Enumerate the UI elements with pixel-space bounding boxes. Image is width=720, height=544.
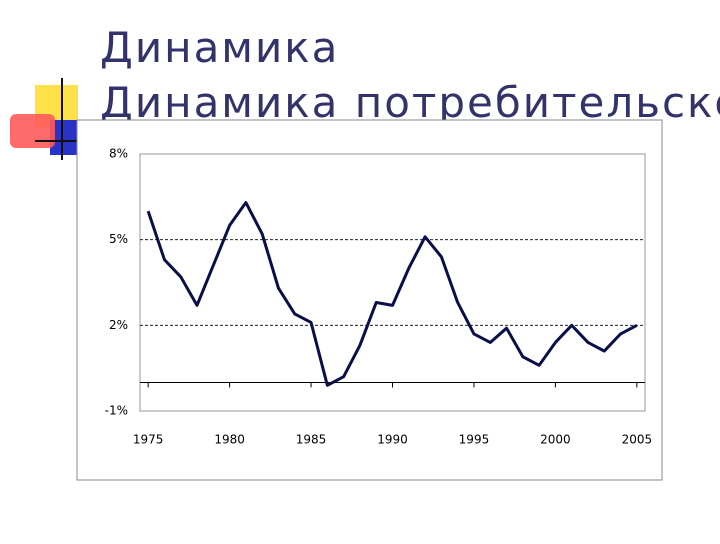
x-tick-label: 1985	[296, 433, 327, 447]
x-tick-label: 1980	[214, 433, 245, 447]
y-tick-label: 5%	[109, 232, 128, 246]
x-tick-label: 1990	[377, 433, 408, 447]
deco-red	[10, 114, 55, 148]
title-line: Динамика	[100, 23, 339, 72]
x-tick-label: 2000	[540, 433, 571, 447]
y-tick-label: -1%	[105, 404, 128, 418]
y-tick-label: 8%	[109, 147, 128, 161]
chart-frame	[76, 119, 663, 481]
y-tick-label: 2%	[109, 318, 128, 332]
plot-area	[139, 153, 646, 412]
x-tick-label: 1975	[133, 433, 164, 447]
line-series	[146, 201, 638, 387]
title-line: Динамика потребительской	[100, 78, 720, 127]
x-tick-label: 1995	[459, 433, 490, 447]
x-tick-label: 2005	[622, 433, 653, 447]
